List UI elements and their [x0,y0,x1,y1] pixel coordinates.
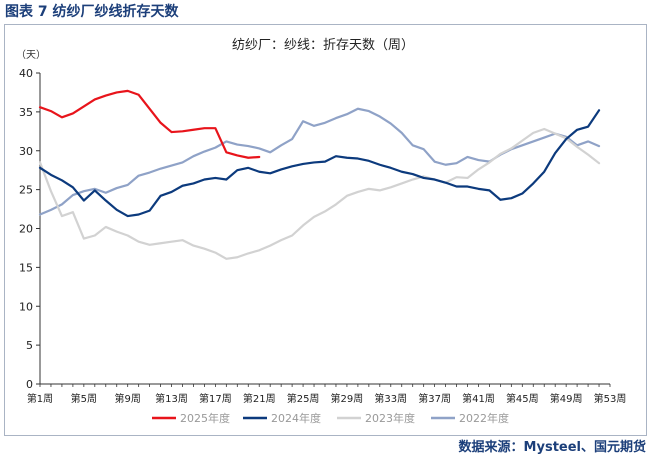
x-tick-label: 第5周 [71,392,97,405]
y-tick-label: 0 [26,378,33,391]
x-tick-label: 第9周 [115,392,141,405]
series-line-2023年度 [38,127,601,260]
series-line-2025年度 [38,89,261,159]
legend-label: 2022年度 [459,411,509,425]
x-tick-label: 第17周 [199,392,232,405]
figure-caption: 图表 7 纺纱厂纱线折存天数 [5,4,179,20]
chart-frame [4,24,647,436]
y-tick-label: 30 [19,145,33,158]
x-tick-label: 第29周 [331,392,364,405]
source-note: 数据来源：Mysteel、国元期货 [458,440,646,455]
x-tick-label: 第25周 [287,392,320,405]
y-tick-label: 5 [26,339,33,352]
x-tick-label: 第41周 [462,392,495,405]
legend-label: 2024年度 [271,411,321,425]
x-tick-label: 第49周 [550,392,583,405]
chart-title: 纺纱厂：纱线：折存天数（周） [232,38,414,53]
y-tick-label: 35 [19,106,33,119]
y-tick-label: 25 [19,184,33,197]
x-tick-label: 第37周 [418,392,451,405]
series-line-2024年度 [38,109,601,218]
legend-label: 2025年度 [180,411,230,425]
y-axis-label: （天） [16,49,46,61]
y-tick-label: 20 [19,223,33,236]
y-tick-label: 40 [19,67,33,80]
x-tick-label: 第45周 [506,392,539,405]
y-tick-label: 15 [19,261,33,274]
x-tick-label: 第21周 [243,392,276,405]
x-tick-label: 第53周 [594,392,627,405]
x-tick-label: 第33周 [374,392,407,405]
legend-label: 2023年度 [365,411,415,425]
y-tick-label: 10 [19,300,33,313]
x-tick-label: 第13周 [155,392,188,405]
x-tick-label: 第1周 [27,392,53,405]
line-chart: 纺纱厂：纱线：折存天数（周） （天） 0 5 10 15 20 25 30 35 40 第1周 第… [16,38,627,425]
